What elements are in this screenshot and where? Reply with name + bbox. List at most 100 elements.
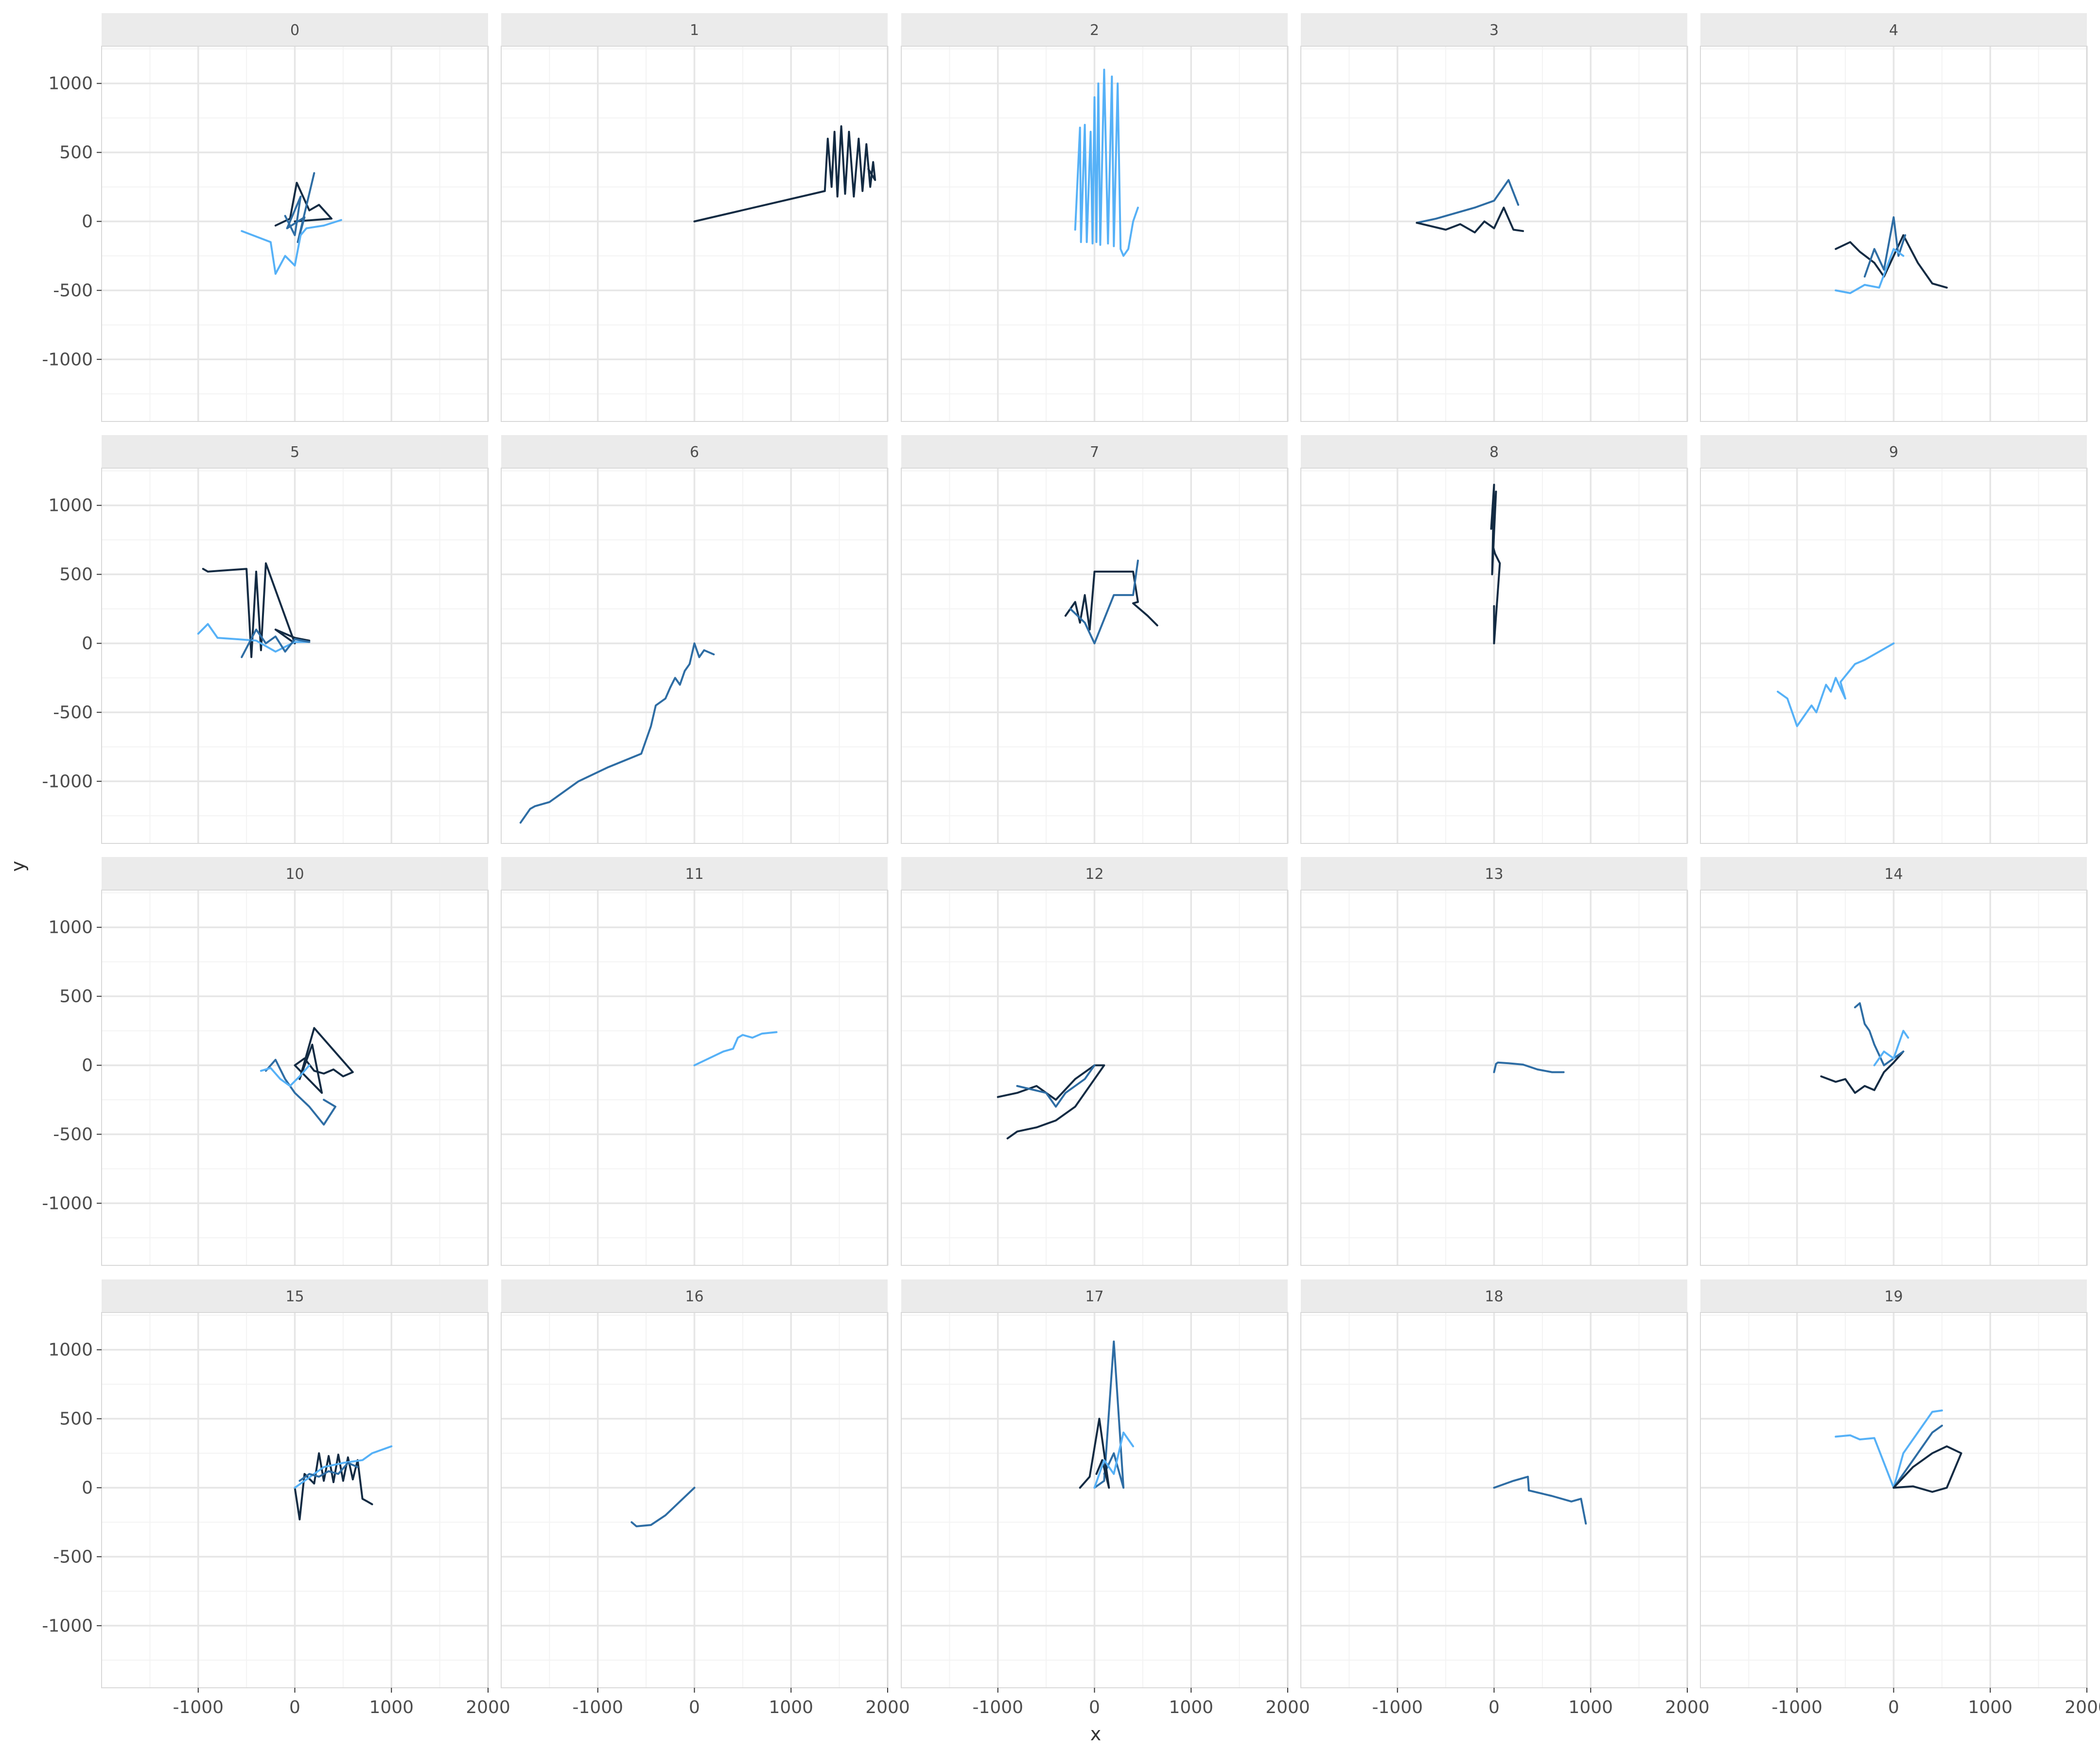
panel-10: 10 1000 500 0 -500 -1000 [42,857,489,1266]
panel-strip [1700,1279,2087,1312]
panel-border [1700,468,2087,844]
x-tick-label: 1000 [1968,1698,2012,1717]
panel-border [1300,468,1688,844]
panel-strip-label: 16 [685,1288,703,1305]
panel-strip [102,435,488,468]
panel-strip [1700,857,2087,890]
series-line-3-0 [1416,179,1520,224]
panel-strip [901,435,1288,468]
series-line-0-0 [274,182,332,227]
series-line-9-0 [1777,642,1895,727]
panel-border [501,890,888,1266]
x-tick-label: 0 [1488,1698,1500,1717]
series-line-15-2 [298,1462,359,1482]
panel-border [1700,890,2087,1266]
series-line-10-1 [264,1059,336,1126]
panel-strip-label: 4 [1889,22,1898,39]
panel-17: 17 -1000 0 1000 2000 [901,1279,1310,1717]
y-tick-label: 500 [59,143,93,163]
panel-strip-label: 5 [290,444,299,461]
panel-6: 6 [501,435,889,844]
y-tick-label: -1000 [42,771,93,791]
panel-9: 9 [1700,435,2088,844]
panel-strip-label: 8 [1489,444,1499,461]
series-line-18-0 [1493,1475,1587,1525]
series-line-7-0 [1064,570,1158,631]
series-line-15-0 [294,1452,373,1521]
panel-1: 1 [501,13,889,422]
y-tick-label: -500 [53,1547,93,1567]
panel-15: 15 1000 500 0 -500 -1000 -1000 0 1000 2000 [42,1279,510,1717]
panel-border [901,46,1288,422]
panel-strip-label: 0 [290,22,299,39]
y-tick-label: 0 [82,1478,93,1498]
panel-strip-label: 7 [1090,444,1099,461]
panel-strip-label: 19 [1884,1288,1903,1305]
panels-layer: 0 1000 500 0 -500 -1000 1 2 3 4 5 1000 500 0 -500 -1000… [42,13,2100,1717]
panel-border [501,46,888,422]
panel-strip [501,1279,888,1312]
x-tick-label: -1000 [1771,1698,1822,1717]
series-line-17-2 [1093,1431,1134,1489]
y-tick-label: -500 [53,702,93,722]
panel-strip [1700,435,2087,468]
panel-border [901,890,1288,1266]
y-tick-label: 500 [59,987,93,1007]
y-tick-label: 0 [82,211,93,231]
x-tick-label: 2000 [2065,1698,2100,1717]
y-tick-label: 500 [59,1409,93,1429]
panel-strip [501,435,888,468]
panel-strip [501,13,888,46]
x-tick-label: 0 [289,1698,300,1717]
panel-strip [1301,435,1687,468]
panel-strip [102,1279,488,1312]
x-tick-label: 1000 [369,1698,414,1717]
panel-5: 5 1000 500 0 -500 -1000 [42,435,489,844]
panel-strip-label: 13 [1485,866,1503,883]
y-tick-label: -1000 [42,1616,93,1636]
y-tick-label: 500 [59,565,93,585]
series-line-8-0 [1490,484,1501,645]
panel-border [1700,46,2087,422]
series-line-6-0 [519,642,715,824]
panel-strip [1301,13,1687,46]
x-tick-label: 2000 [466,1698,510,1717]
panel-strip [1301,1279,1687,1312]
x-tick-label: 1000 [769,1698,813,1717]
panel-2: 2 [901,13,1289,422]
series-line-1-0 [693,125,876,223]
x-tick-label: 0 [1888,1698,1899,1717]
panel-8: 8 [1300,435,1688,844]
series-line-14-1 [1854,1002,1905,1067]
panel-7: 7 [901,435,1289,844]
panel-strip-label: 11 [685,866,703,883]
x-tick-label: 1000 [1169,1698,1213,1717]
series-line-15-1 [294,1445,393,1489]
panel-18: 18 -1000 0 1000 2000 [1300,1279,1710,1717]
y-tick-label: 1000 [48,74,93,94]
y-tick-label: -500 [53,1124,93,1144]
panel-strip [102,857,488,890]
panel-strip-label: 9 [1889,444,1898,461]
panel-border [1300,46,1688,422]
panel-strip-label: 17 [1085,1288,1103,1305]
panel-strip [1301,857,1687,890]
x-tick-label: 0 [689,1698,700,1717]
panel-border [101,468,489,844]
series-line-11-0 [693,1031,778,1067]
x-tick-label: 2000 [865,1698,910,1717]
panel-19: 19 -1000 0 1000 2000 [1700,1279,2100,1717]
panel-strip-label: 3 [1489,22,1499,39]
series-line-0-1 [284,172,315,243]
y-tick-label: 0 [82,1055,93,1075]
panel-border [901,468,1288,844]
panel-3: 3 [1300,13,1688,422]
y-axis-title: y [7,861,29,872]
panel-border [101,890,489,1266]
series-line-12-1 [1016,1064,1096,1108]
panel-strip-label: 2 [1090,22,1099,39]
series-line-17-0 [1093,1340,1125,1489]
x-axis-title: x [1090,1723,1102,1745]
x-tick-label: 1000 [1568,1698,1613,1717]
